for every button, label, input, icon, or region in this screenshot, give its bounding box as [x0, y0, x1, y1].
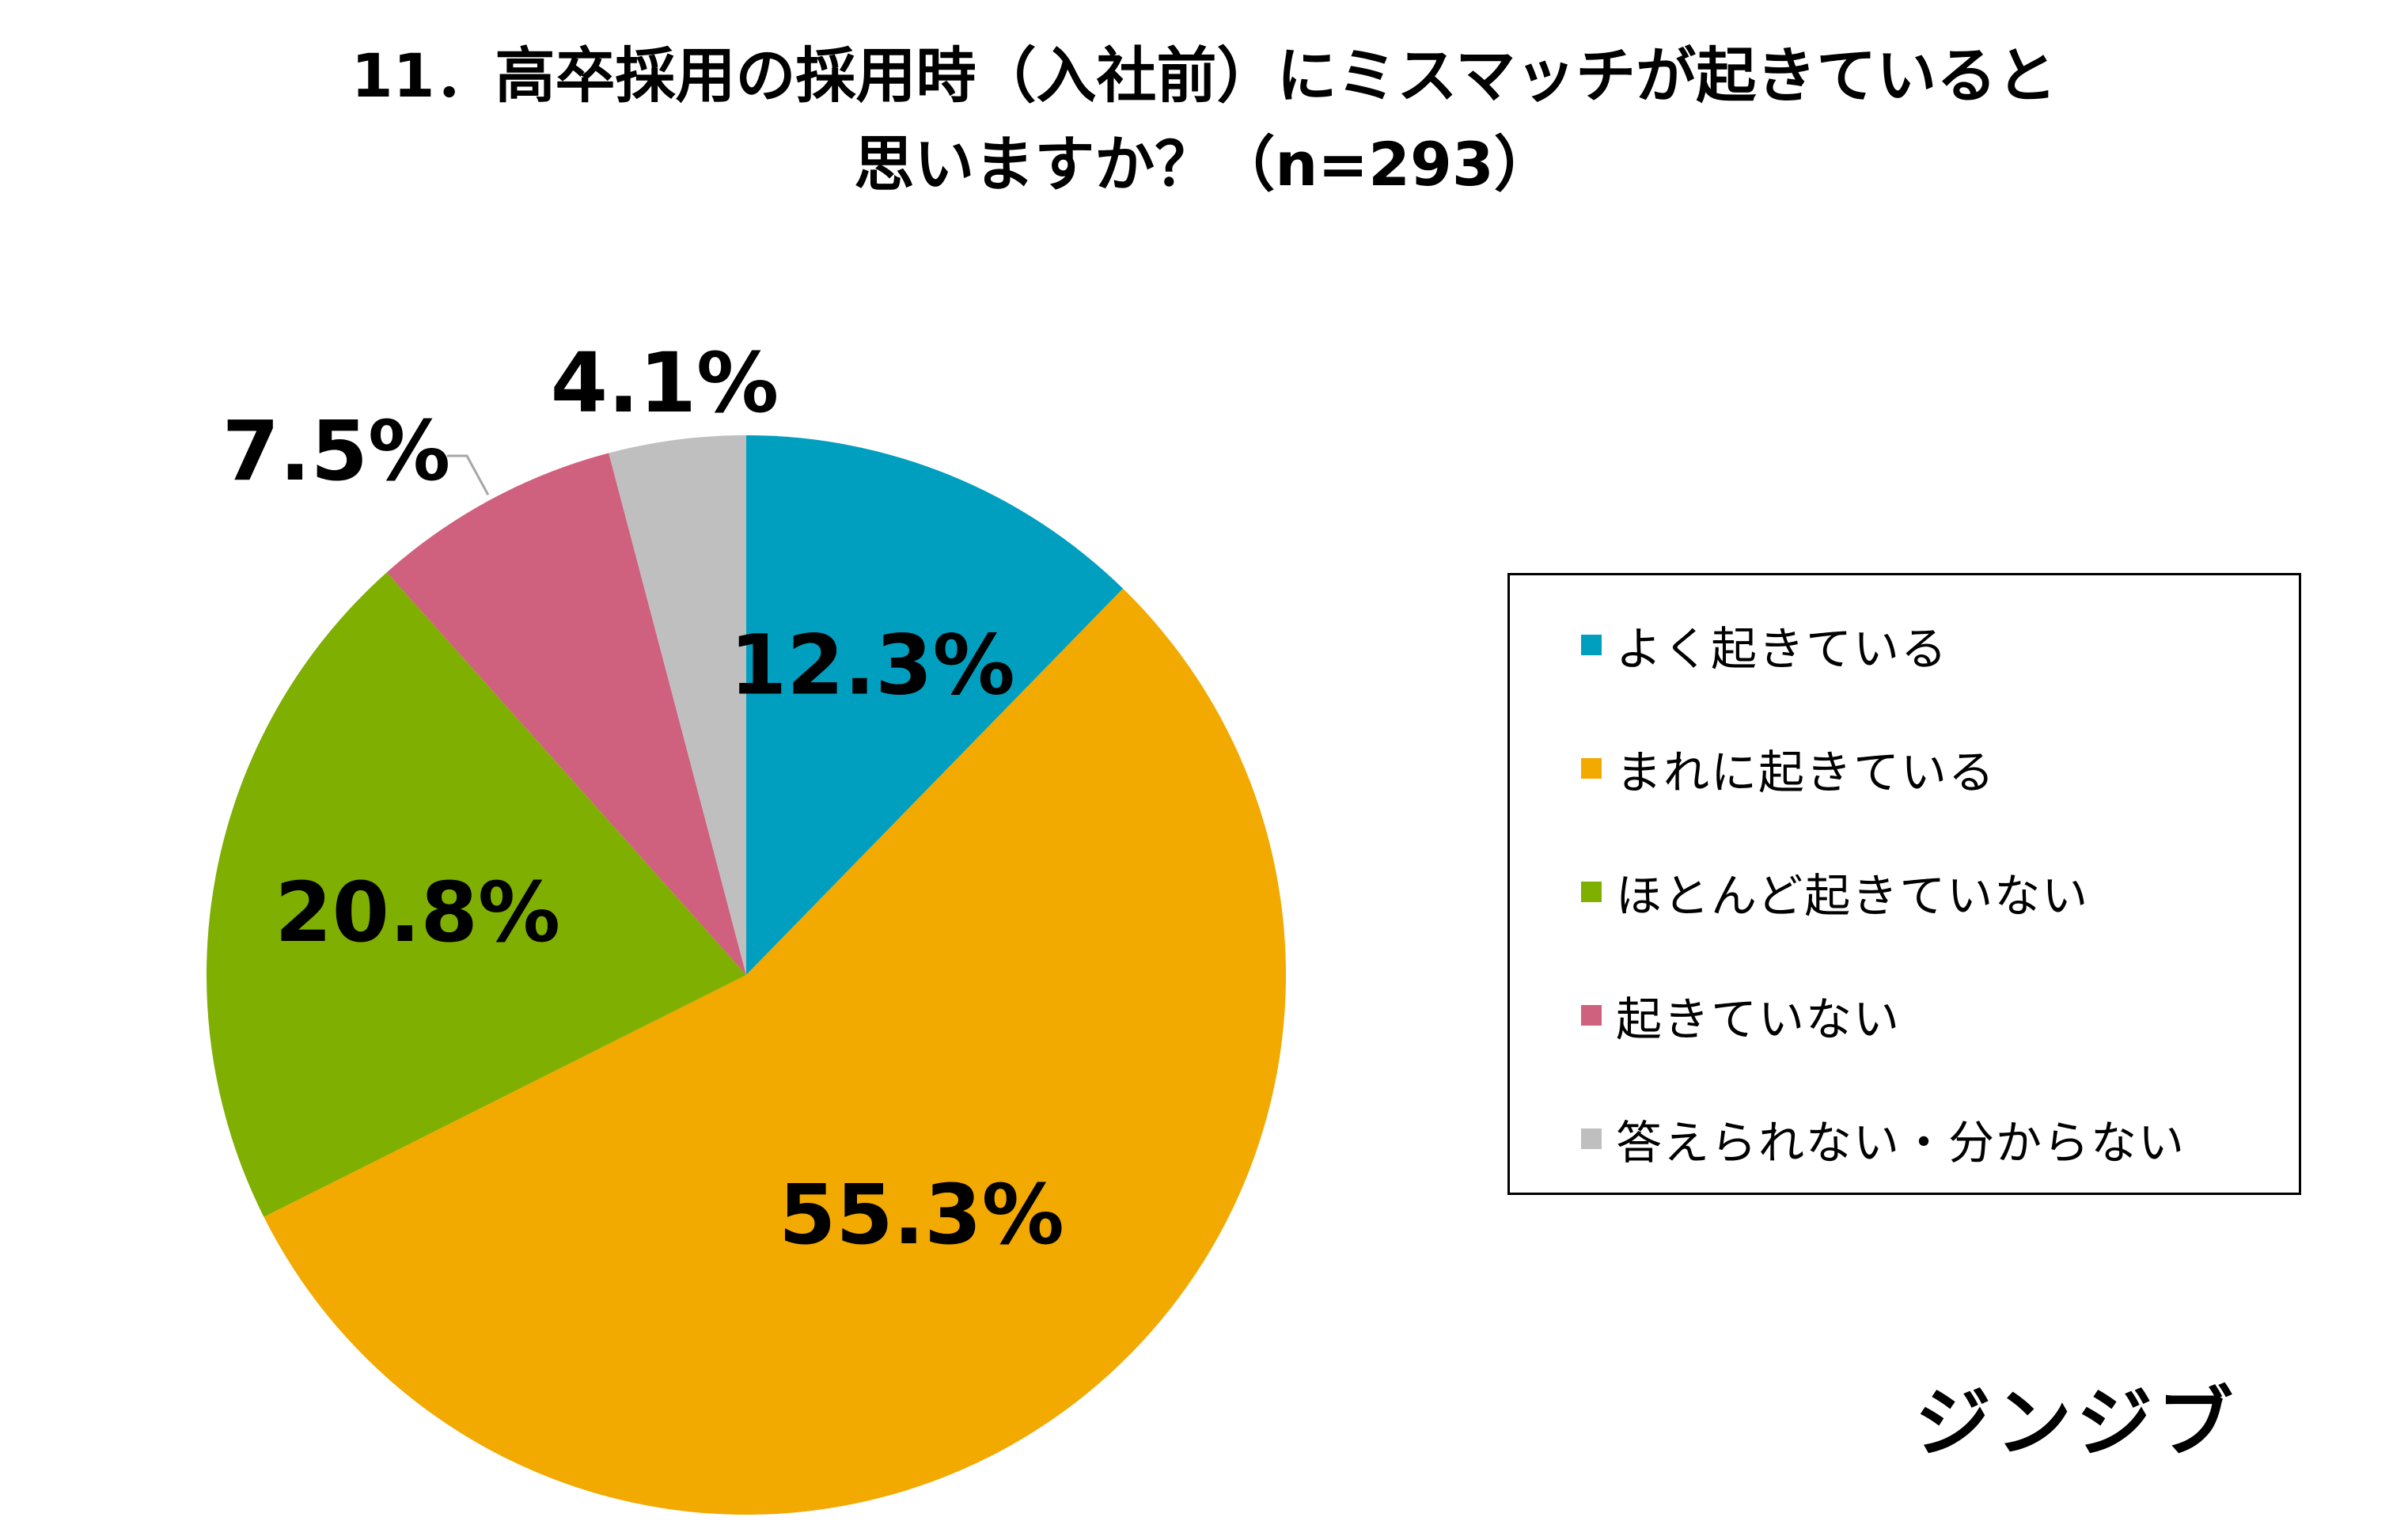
data-label-hardly: 20.8%	[275, 864, 560, 961]
pie-slice-never	[386, 453, 746, 975]
legend-swatch	[1581, 635, 1602, 655]
pie-slice-rarely	[264, 588, 1286, 1515]
legend-label: ほとんど起きていない	[1616, 869, 2090, 923]
legend-label: 起きていない	[1616, 992, 1902, 1046]
pie-slice-unknown	[609, 435, 746, 975]
legend-item-hardly: ほとんど起きていない	[1581, 860, 2089, 924]
pie-leader-lines	[447, 454, 490, 495]
data-label-never: 7.5%	[222, 403, 450, 499]
data-label-rarely: 55.3%	[779, 1166, 1064, 1263]
chart-title: 11．高卒採用の採用時（入社前）にミスマッチが起きていると 思いますか？（n=2…	[0, 32, 2408, 209]
chart-title-line-2: 思いますか？（n=293）	[854, 129, 1554, 199]
legend-label: 答えられない・分からない	[1616, 1116, 2186, 1170]
legend-label: まれに起きている	[1616, 745, 1997, 799]
pie-slice-hardly	[206, 572, 747, 1217]
chart-legend: よく起きている まれに起きている ほとんど起きていない 起きていない 答えられな…	[1507, 573, 2301, 1195]
legend-item-often: よく起きている	[1581, 613, 1948, 677]
legend-swatch	[1581, 1005, 1602, 1026]
legend-swatch	[1581, 882, 1602, 902]
legend-swatch	[1581, 758, 1602, 779]
legend-label: よく起きている	[1616, 622, 1949, 676]
brand-logo: ジンジブ	[1915, 1379, 2238, 1467]
data-label-unknown: 4.1%	[551, 335, 779, 431]
legend-item-never: 起きていない	[1581, 984, 1901, 1047]
data-label-often: 12.3%	[730, 616, 1015, 713]
chart-title-line-1: 11．高卒採用の採用時（入社前）にミスマッチが起きていると	[351, 40, 2057, 111]
legend-item-rarely: まれに起きている	[1581, 737, 1996, 800]
legend-swatch	[1581, 1128, 1602, 1149]
leader-line-never	[447, 454, 490, 495]
legend-item-unknown: 答えられない・分からない	[1581, 1107, 2186, 1170]
pie-slice-often	[746, 435, 1124, 975]
pie-slices	[206, 435, 1286, 1515]
pie-data-labels: 12.3% 55.3% 20.8% 7.5% 4.1%	[222, 335, 1064, 1263]
